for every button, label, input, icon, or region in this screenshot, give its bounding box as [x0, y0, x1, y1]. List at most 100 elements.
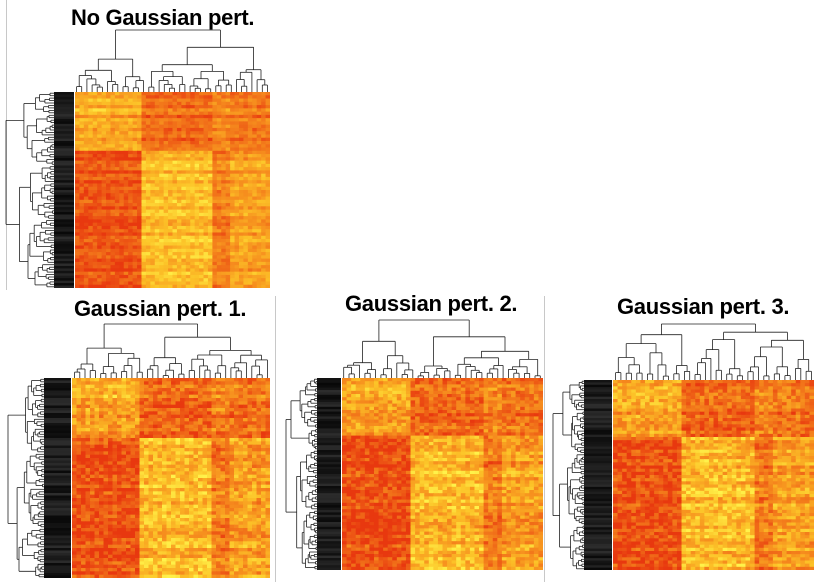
heatmap-cell — [202, 378, 208, 382]
heatmap-cell — [88, 92, 94, 96]
heatmap-cell — [238, 381, 244, 386]
heatmap-cell — [117, 408, 123, 412]
heatmap-cell — [119, 190, 125, 194]
heatmap-cell — [126, 488, 132, 492]
heatmap-cell — [199, 144, 205, 149]
heatmap-cell — [92, 98, 98, 103]
heatmap-cell — [145, 255, 151, 260]
heatmap-cell — [199, 209, 205, 214]
heatmap-cell — [114, 232, 120, 237]
row-group-band — [44, 543, 71, 547]
heatmap-cell — [212, 127, 218, 132]
heatmap-cell — [162, 434, 168, 439]
heatmap-cell — [163, 105, 169, 109]
heatmap-cell — [101, 239, 107, 243]
heatmap-cell — [168, 95, 174, 100]
heatmap-cell — [265, 98, 270, 103]
heatmap-cell — [238, 245, 245, 250]
heatmap-cell — [79, 242, 85, 247]
heatmap-cell — [103, 454, 109, 459]
heatmap-cell — [159, 111, 165, 116]
heatmap-cell — [139, 378, 145, 382]
heatmap-cell — [229, 414, 235, 419]
heatmap-cell — [190, 229, 196, 234]
heatmap-cell — [83, 265, 89, 269]
heatmap-cell — [238, 454, 244, 459]
heatmap-cell — [110, 98, 116, 103]
heatmap-cell — [265, 118, 270, 122]
heatmap-cell — [130, 424, 136, 429]
heatmap-cell — [230, 167, 236, 171]
heatmap-cell — [198, 414, 204, 419]
heatmap-cell — [106, 163, 112, 168]
heatmap-cell — [176, 232, 182, 237]
heatmap-cell — [81, 444, 87, 449]
heatmap-cell — [154, 176, 160, 181]
heatmap-cell — [117, 391, 123, 396]
heatmap-cell — [261, 225, 267, 230]
heatmap-cell — [101, 229, 107, 234]
heatmap-cell — [172, 235, 178, 240]
heatmap-cell — [99, 411, 105, 416]
heatmap-cell — [88, 186, 94, 191]
heatmap-cell — [194, 193, 200, 198]
heatmap-cell — [252, 414, 258, 419]
heatmap-cell — [190, 242, 196, 247]
heatmap-cell — [207, 271, 213, 276]
heatmap-cell — [207, 173, 213, 178]
heatmap-cell — [79, 160, 85, 165]
heatmap-cell — [194, 147, 200, 152]
heatmap-cell — [207, 183, 213, 188]
heatmap-cell — [247, 248, 253, 253]
heatmap-cell — [247, 154, 253, 158]
heatmap-cell — [145, 134, 151, 139]
heatmap-cell — [148, 458, 154, 462]
heatmap-cell — [225, 163, 231, 168]
heatmap-cell — [203, 232, 209, 237]
row-group-band — [44, 503, 71, 507]
heatmap-cell — [261, 163, 267, 168]
heatmap-cell — [225, 451, 231, 456]
heatmap-cell — [130, 418, 136, 422]
heatmap-cell — [190, 124, 196, 129]
heatmap-cell — [137, 105, 143, 109]
heatmap-cell — [212, 235, 218, 240]
heatmap-cell — [79, 131, 85, 136]
heatmap-cell — [211, 414, 217, 419]
heatmap-cell — [154, 255, 160, 260]
heatmap-cell — [110, 190, 116, 194]
heatmap-cell — [145, 176, 151, 181]
heatmap-cell — [247, 424, 253, 429]
heatmap-cell — [110, 225, 116, 230]
heatmap-cell — [265, 147, 270, 152]
heatmap-cell — [92, 144, 98, 149]
heatmap-cell — [148, 454, 154, 459]
heatmap-cell — [101, 265, 107, 269]
heatmap-cell — [159, 157, 165, 162]
heatmap-cell — [221, 199, 227, 204]
heatmap-cell — [229, 394, 235, 399]
heatmap-cell — [90, 428, 96, 432]
heatmap-cell — [145, 121, 151, 126]
heatmap-cell — [190, 105, 196, 109]
heatmap-cell — [114, 203, 120, 207]
heatmap-cell — [123, 232, 129, 237]
heatmap-cell — [229, 478, 235, 482]
heatmap-cell — [117, 398, 123, 402]
heatmap-cell — [202, 391, 208, 396]
heatmap-cell — [207, 418, 213, 422]
heatmap-cell — [163, 190, 169, 194]
heatmap-cell — [202, 394, 208, 399]
heatmap-cell — [92, 183, 98, 188]
heatmap-cell — [212, 180, 218, 185]
heatmap-cell — [135, 488, 141, 492]
heatmap-cell — [112, 388, 118, 392]
heatmap-cell — [207, 245, 213, 250]
heatmap-cell — [103, 434, 109, 439]
heatmap-cell — [153, 414, 159, 419]
heatmap-cell — [212, 154, 218, 158]
heatmap-cell — [243, 95, 249, 100]
heatmap-cell — [141, 193, 147, 198]
heatmap-cell — [202, 448, 208, 452]
heatmap-cell — [247, 428, 253, 432]
